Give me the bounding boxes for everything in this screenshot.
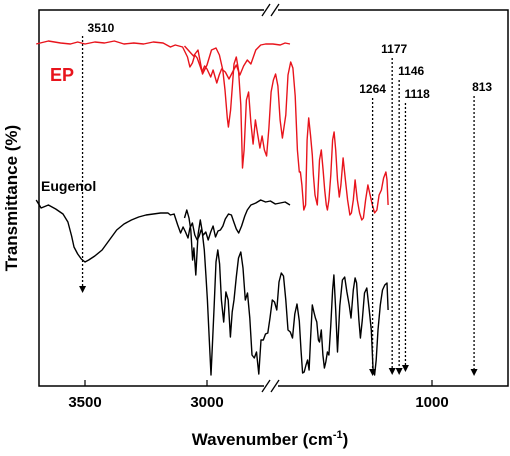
x-tick-label-3000: 3000 [190,394,223,411]
x-axis: 3500 3000 1000 [68,380,449,411]
annotation-label-813: 813 [472,80,492,94]
series-line-ep-left [36,40,291,84]
x-tick-label-3500: 3500 [68,394,101,411]
series-label-ep: EP [50,65,74,85]
y-axis-title: Transmittance (%) [2,125,21,271]
annotation-label-3510: 3510 [88,21,115,35]
annotation-arrowhead-813 [470,369,478,376]
x-axis-title-main: Wavenumber (cm [192,430,333,449]
series-line-eugenol-right [183,209,389,376]
annotation-arrowhead-1146 [395,368,403,375]
annotation-arrowhead-3510 [79,286,87,293]
annotation-label-1146: 1146 [398,64,424,78]
series-label-eugenol: Eugenol [41,178,96,194]
x-axis-title-sup: -1 [333,429,343,441]
x-axis-title-close: ) [343,430,349,449]
annotation-label-1264: 1264 [359,82,386,96]
annotation-arrowhead-1177 [388,368,396,375]
annotation-layer: 3510 1264 1177 1146 1118 813 [79,21,492,376]
annotation-arrowhead-1264 [369,369,377,376]
annotation-label-1177: 1177 [381,42,407,56]
x-tick-label-1000: 1000 [415,394,448,411]
annotation-arrowhead-1118 [401,365,409,372]
series-line-eugenol-left [35,199,291,263]
x-axis-title: Wavenumber (cm-1) [192,429,349,449]
plot-frame [38,9,509,387]
series-layer [35,40,389,376]
series-line-ep-right [183,45,389,221]
axis-break [261,3,280,393]
annotation-label-1118: 1118 [404,87,430,101]
